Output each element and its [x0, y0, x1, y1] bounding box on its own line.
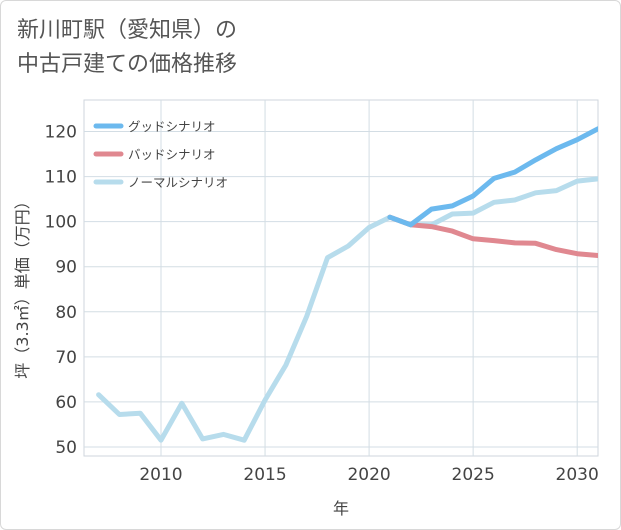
y-tick-label: 100 — [45, 213, 77, 233]
series-line-2 — [96, 176, 598, 443]
y-tick-label: 60 — [55, 393, 77, 413]
x-tick-label: 2025 — [452, 465, 495, 485]
y-tick-label: 110 — [45, 168, 77, 188]
x-tick-label: 2015 — [243, 465, 286, 485]
plot-frame — [83, 99, 599, 457]
y-tick-label: 80 — [55, 303, 77, 323]
chart-title: 新川町駅（愛知県）の 中古戸建ての価格推移 — [17, 14, 237, 82]
title-line-2: 中古戸建ての価格推移 — [17, 52, 238, 77]
x-axis-ticks: 2010 2015 2020 2025 2030 — [139, 465, 598, 485]
y-tick-label: 50 — [55, 438, 77, 458]
x-axis-label: 年 — [333, 499, 349, 518]
legend-label: ノーマルシナリオ — [128, 175, 228, 190]
series-layer — [96, 126, 598, 443]
x-tick-label: 2010 — [139, 465, 182, 485]
title-line-1: 新川町駅（愛知県）の — [17, 18, 238, 43]
y-tick-label: 120 — [45, 123, 77, 143]
series-line-1 — [387, 214, 598, 258]
series-line-0 — [387, 126, 598, 228]
legend-label: グッドシナリオ — [128, 119, 216, 134]
plot-area — [83, 99, 599, 457]
y-axis-ticks: 50 60 70 80 90 100 110 120 — [45, 123, 77, 458]
x-tick-label: 2020 — [347, 465, 390, 485]
y-axis-label: 坪（3.3㎡）単価（万円） — [13, 193, 32, 378]
y-tick-label: 70 — [55, 348, 77, 368]
x-tick-label: 2030 — [556, 465, 599, 485]
y-tick-label: 90 — [55, 258, 77, 278]
legend-label: バッドシナリオ — [128, 147, 216, 162]
